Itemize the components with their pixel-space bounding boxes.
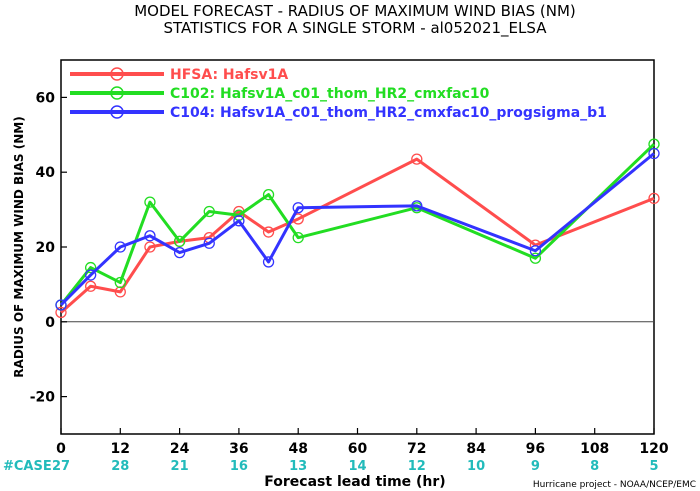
x-tick-label: 48 — [288, 441, 307, 457]
y-tick-label: 60 — [36, 90, 56, 106]
legend-marker — [110, 86, 124, 100]
x-tick-label: 96 — [526, 441, 545, 457]
data-point — [411, 153, 423, 165]
case-count-label: #CASE — [3, 459, 52, 474]
data-point — [144, 241, 156, 253]
data-point — [529, 252, 542, 264]
case-count: 12 — [408, 459, 426, 474]
y-axis-ticks: -20 0 20 40 60 — [30, 90, 67, 406]
data-point — [648, 147, 660, 160]
case-count: 14 — [348, 459, 366, 474]
y-tick-label: 0 — [45, 315, 55, 331]
data-point — [55, 306, 67, 319]
x-tick-label: 108 — [580, 441, 609, 457]
chart-title-line2: STATISTICS FOR A SINGLE STORM - al052021… — [164, 19, 548, 38]
x-tick-label: 72 — [407, 441, 426, 457]
series-line-2 — [59, 152, 655, 307]
data-point — [144, 196, 156, 208]
data-point — [529, 245, 542, 257]
y-tick-label: 20 — [36, 240, 56, 256]
legend-marker — [110, 67, 124, 81]
data-point — [262, 256, 275, 268]
legend-entry: C104: Hafsv1A_c01_thom_HR2_cmxfac10_prog… — [170, 105, 607, 121]
data-point — [203, 237, 215, 249]
legend-entry: HFSA: Hafsv1A — [170, 67, 288, 83]
chart-title-line1: MODEL FORECAST - RADIUS OF MAXIMUM WIND … — [134, 2, 576, 20]
data-point — [144, 230, 156, 242]
data-point — [262, 226, 275, 238]
legend-entry: C102: Hafsv1A_c01_thom_HR2_cmxfac10 — [170, 86, 490, 102]
data-point — [55, 299, 67, 311]
x-axis-label: Forecast lead time (hr) — [264, 474, 445, 490]
case-count: 27 — [52, 459, 70, 474]
y-axis-label: RADIUS OF MAXIMUM WIND BIAS (NM) — [12, 116, 26, 377]
x-axis-ticks: 0 12 24 36 48 60 72 84 96 108 120 — [56, 428, 669, 457]
data-point — [292, 202, 304, 214]
x-tick-label: 84 — [466, 441, 486, 457]
data-point — [292, 231, 304, 244]
case-count: 10 — [467, 459, 485, 474]
x-tick-label: 120 — [639, 441, 668, 457]
case-count: 8 — [590, 459, 599, 474]
data-point — [173, 246, 186, 259]
y-tick-label: 40 — [36, 165, 56, 181]
y-tick-label: -20 — [30, 390, 56, 406]
data-point — [648, 192, 660, 205]
case-count: 9 — [531, 459, 540, 474]
case-count: 28 — [111, 459, 129, 474]
data-point — [85, 261, 97, 274]
credit-text: Hurricane project - NOAA/NCEP/EMC — [533, 480, 696, 490]
data-point — [85, 280, 97, 292]
x-tick-label: 12 — [111, 441, 130, 457]
data-point — [114, 241, 126, 253]
data-point — [233, 215, 245, 227]
case-count: 13 — [289, 459, 307, 474]
data-point — [262, 188, 275, 201]
case-count: 16 — [230, 459, 248, 474]
x-tick-label: 24 — [170, 441, 190, 457]
x-tick-label: 36 — [229, 441, 248, 457]
data-point — [114, 276, 126, 289]
legend-marker — [110, 105, 124, 119]
case-count: 5 — [649, 459, 658, 474]
data-point — [173, 235, 186, 248]
x-tick-label: 60 — [348, 441, 368, 457]
x-tick-label: 0 — [56, 441, 66, 457]
data-point — [85, 269, 97, 281]
series-lines — [55, 138, 660, 319]
data-point — [411, 200, 423, 212]
case-counts: 27 28 21 16 13 14 12 10 9 8 5 — [52, 459, 659, 474]
legend: HFSA: Hafsv1A C102: Hafsv1A_c01_thom_HR2_… — [70, 67, 607, 121]
data-point — [203, 205, 215, 218]
case-count: 21 — [171, 459, 189, 474]
